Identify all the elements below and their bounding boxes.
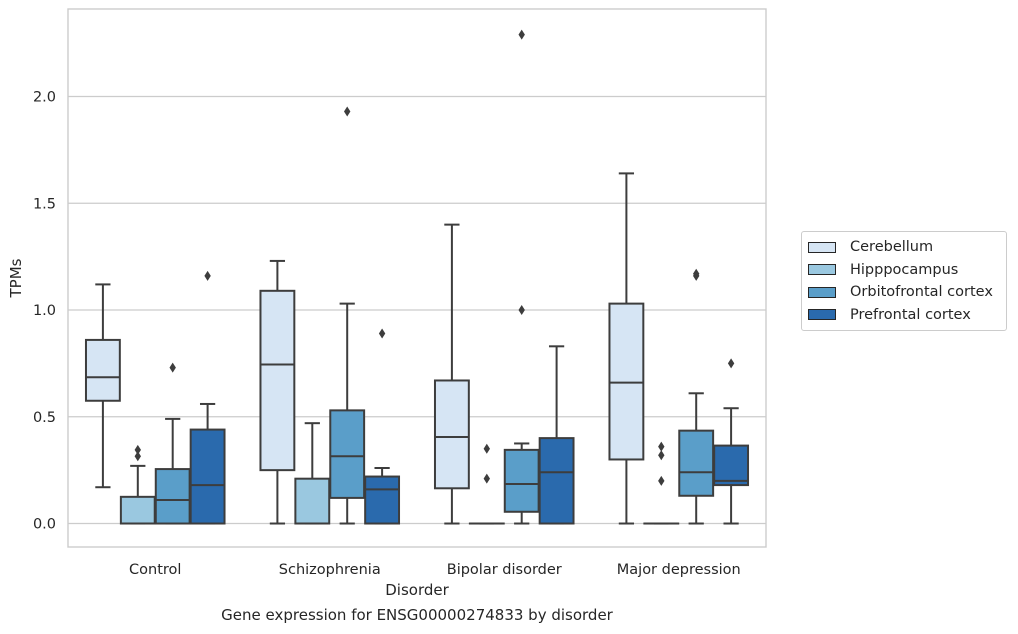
legend-label: Orbitofrontal cortex <box>850 284 993 301</box>
x-tick-label: Major depression <box>617 562 741 578</box>
legend-swatch <box>808 309 836 321</box>
outlier-point <box>727 358 735 369</box>
outlier-point <box>658 475 665 486</box>
box <box>678 429 715 497</box>
y-axis-label: TPMs <box>7 258 25 298</box>
outlier-point <box>378 328 386 339</box>
legend: Cerebellum Hipppocampus Orbitofrontal cort… <box>801 231 1007 331</box>
box <box>84 338 121 402</box>
chart-caption: Gene expression for ENSG00000274833 by d… <box>221 606 613 624</box>
legend-label: Hipppocampus <box>850 261 959 278</box>
legend-label: Cerebellum <box>850 239 934 256</box>
box <box>433 379 470 490</box>
box <box>538 437 575 525</box>
outlier-point <box>483 443 490 454</box>
outlier-point <box>204 270 211 281</box>
outlier-point <box>693 268 700 279</box>
y-tick-label: 0.0 <box>33 517 56 533</box>
outlier-point <box>169 362 176 373</box>
x-tick-label: Control <box>129 562 181 578</box>
legend-swatch <box>808 264 836 276</box>
legend-item: Cerebellum <box>802 236 1006 259</box>
legend-swatch <box>808 241 836 253</box>
box <box>294 477 331 525</box>
outlier-point <box>658 441 665 452</box>
legend-item: Prefrontal cortex <box>802 304 1006 327</box>
x-tick-label: Bipolar disorder <box>447 562 562 578</box>
outlier-point <box>344 106 351 117</box>
box <box>189 428 226 525</box>
box <box>608 302 645 461</box>
x-tick-label: Schizophrenia <box>279 562 381 578</box>
outlier-point <box>483 473 490 484</box>
box <box>259 289 296 472</box>
legend-swatch <box>808 286 836 298</box>
outlier-point <box>134 444 141 455</box>
y-tick-label: 0.5 <box>33 410 56 426</box>
outlier-point <box>518 305 525 316</box>
box <box>713 444 750 487</box>
box <box>154 468 191 525</box>
box <box>119 495 156 525</box>
box <box>503 448 540 513</box>
x-axis-label: Disorder <box>385 581 449 599</box>
y-tick-label: 1.0 <box>33 303 56 319</box>
box <box>364 475 401 525</box>
outlier-point <box>658 450 665 461</box>
legend-label: Prefrontal cortex <box>850 306 971 323</box>
outlier-point <box>518 29 525 40</box>
y-tick-label: 2.0 <box>33 90 56 106</box>
legend-item: Orbitofrontal cortex <box>802 281 1006 304</box>
outlier-point <box>134 451 141 462</box>
y-tick-label: 1.5 <box>33 196 56 212</box>
box <box>329 409 366 499</box>
legend-item: Hipppocampus <box>802 259 1006 282</box>
plot-frame <box>67 8 767 548</box>
